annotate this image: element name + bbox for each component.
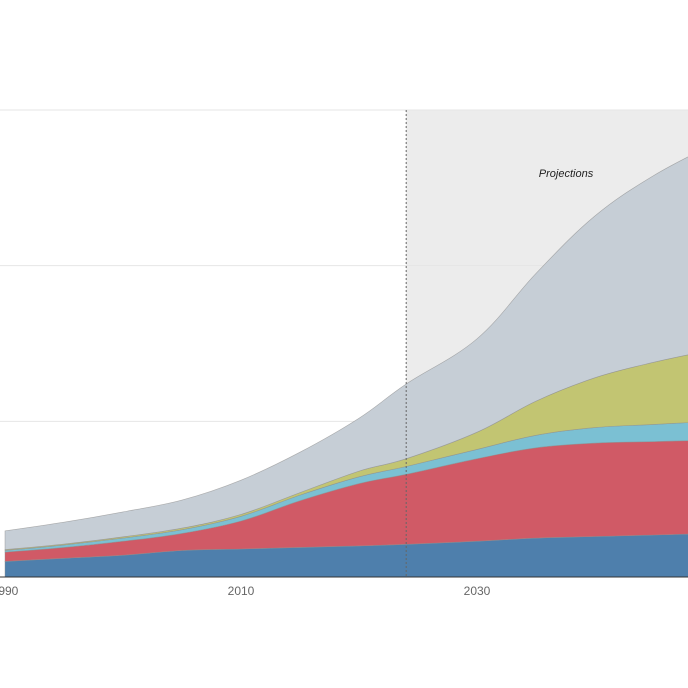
- x-tick-label: 2030: [464, 584, 491, 598]
- area-series: [4, 156, 688, 578]
- area-series-5: [4, 156, 688, 550]
- x-axis: 1990 2010 2030: [0, 576, 688, 598]
- x-tick-label: 2010: [228, 584, 255, 598]
- x-tick-label: 1990: [0, 584, 19, 598]
- projections-annotation: Projections: [539, 168, 594, 180]
